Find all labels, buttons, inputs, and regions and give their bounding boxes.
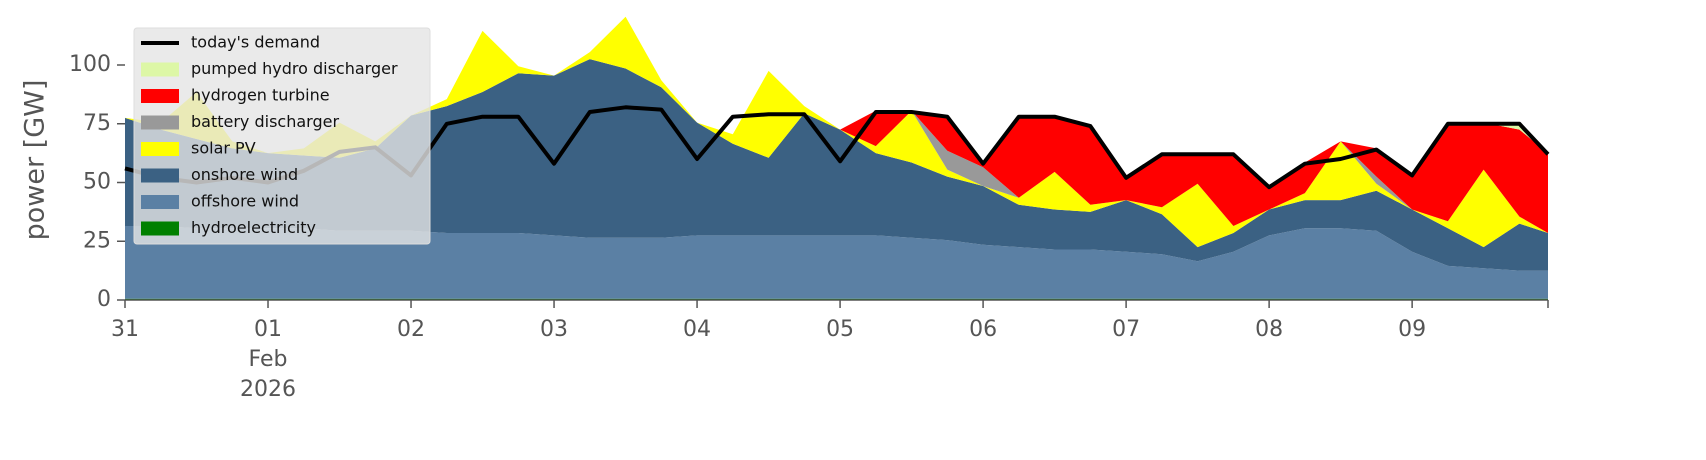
legend-swatch bbox=[141, 89, 179, 103]
year-label: 2026 bbox=[240, 377, 296, 402]
x-tick-label: 09 bbox=[1398, 317, 1426, 342]
area bbox=[125, 226, 1548, 299]
area bbox=[125, 16, 1548, 248]
y-tick-label: 50 bbox=[83, 170, 111, 195]
x-tick-label: 03 bbox=[540, 317, 568, 342]
x-tick-label: 05 bbox=[826, 317, 854, 342]
legend-label: battery discharger bbox=[191, 112, 339, 131]
legend-box bbox=[133, 27, 431, 245]
legend-swatch bbox=[141, 168, 179, 183]
x-tick-label: 06 bbox=[969, 317, 997, 342]
x-tick-label: 02 bbox=[397, 317, 425, 342]
month-label: Feb bbox=[249, 347, 288, 372]
legend-swatch bbox=[141, 62, 179, 77]
y-tick-label: 0 bbox=[97, 287, 111, 312]
y-axis-label: power [GW] bbox=[20, 80, 51, 241]
x-tick-label: 31 bbox=[111, 317, 139, 342]
y-tick-label: 75 bbox=[83, 111, 111, 136]
legend-swatch bbox=[141, 142, 179, 156]
legend-label: today's demand bbox=[191, 33, 320, 52]
x-tick-label: 01 bbox=[254, 317, 282, 342]
area bbox=[125, 59, 1548, 271]
legend-label: onshore wind bbox=[191, 165, 298, 184]
legend-label: offshore wind bbox=[191, 192, 299, 211]
y-tick-label: 100 bbox=[69, 52, 111, 77]
legend-label: hydroelectricity bbox=[191, 218, 316, 237]
legend-label: pumped hydro discharger bbox=[191, 59, 398, 78]
legend-swatch bbox=[141, 195, 179, 209]
legend-label: solar PV bbox=[191, 139, 256, 158]
legend-swatch bbox=[141, 221, 179, 236]
y-tick-label: 25 bbox=[83, 228, 111, 253]
x-tick-label: 07 bbox=[1112, 317, 1140, 342]
legend-swatch bbox=[141, 115, 179, 130]
area bbox=[125, 16, 1548, 233]
x-tick-label: 04 bbox=[683, 317, 711, 342]
x-tick-label: 08 bbox=[1255, 317, 1283, 342]
legend-label: hydrogen turbine bbox=[191, 86, 330, 105]
